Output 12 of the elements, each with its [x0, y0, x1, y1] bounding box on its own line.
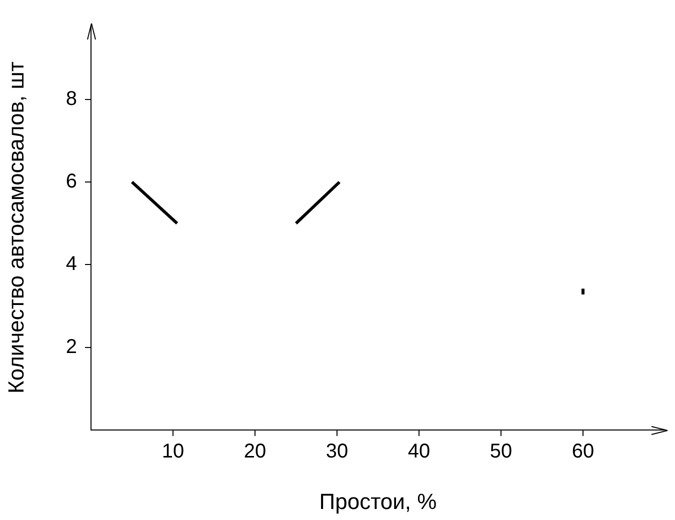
x-axis-title: Простои, % [319, 488, 437, 514]
y-tick-label: 2 [66, 336, 77, 358]
x-tick-label: 30 [326, 440, 348, 463]
x-tick-label: 40 [408, 440, 430, 463]
y-tick-label: 6 [66, 170, 77, 193]
y-tick-label: 8 [66, 88, 77, 110]
x-tick-label: 20 [244, 440, 266, 463]
y-tick-label: 4 [66, 253, 77, 276]
y-axis-title: Количество автосамосвалов, шт [3, 62, 28, 394]
x-tick-label: 10 [162, 440, 184, 463]
x-tick-label: 60 [572, 440, 594, 463]
x-tick-label: 50 [490, 440, 512, 463]
